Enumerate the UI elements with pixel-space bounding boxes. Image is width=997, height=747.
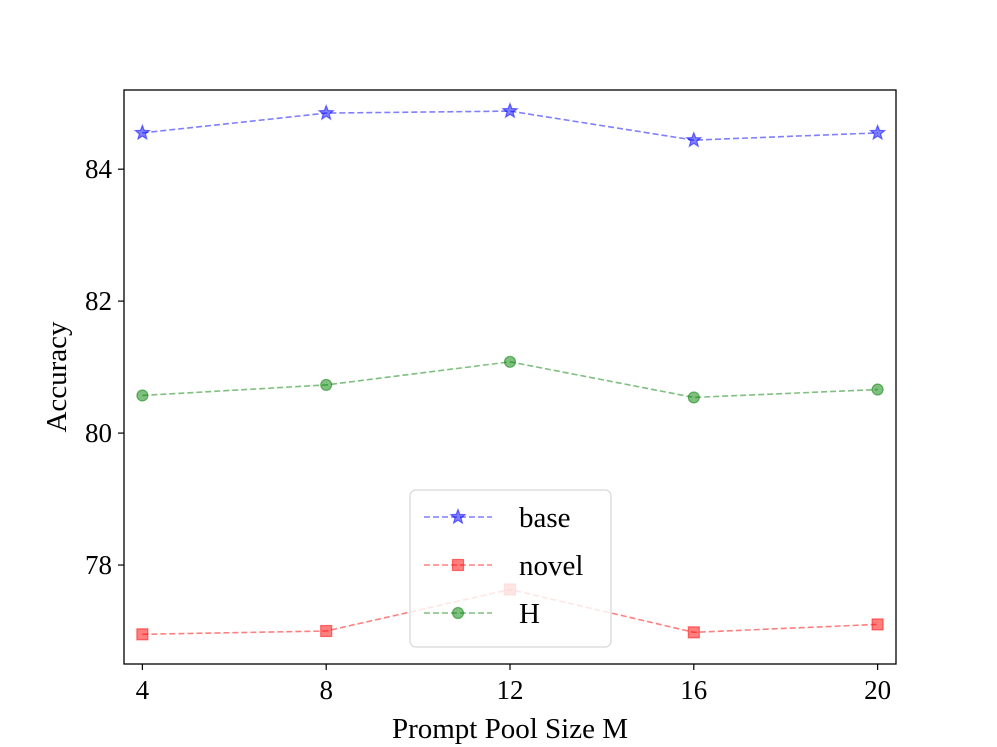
- legend-item-novel: novel: [424, 550, 583, 582]
- y-tick-label: 80: [85, 418, 112, 448]
- data-point: [320, 378, 333, 392]
- data-point: [136, 389, 149, 402]
- x-tick-label: 4: [136, 675, 150, 705]
- data-point: [133, 123, 152, 141]
- x-tick-label: 16: [680, 675, 707, 705]
- data-point: [136, 628, 149, 641]
- x-axis-label: Prompt Pool Size M: [392, 713, 628, 745]
- series-h: [136, 355, 884, 404]
- y-tick-label: 84: [85, 154, 113, 184]
- x-tick-label: 20: [864, 675, 891, 705]
- y-tick-label: 82: [85, 286, 112, 316]
- legend-marker: [449, 507, 467, 525]
- data-point: [503, 355, 517, 368]
- legend-marker: [451, 606, 465, 620]
- data-point: [687, 391, 700, 404]
- data-point: [868, 123, 887, 141]
- data-point: [320, 624, 333, 638]
- x-tick-label: 12: [497, 675, 524, 705]
- x-tick-label: 8: [319, 675, 333, 705]
- legend-item-h: H: [424, 598, 540, 630]
- data-point: [871, 618, 884, 631]
- legend-label: H: [519, 598, 540, 630]
- data-point: [685, 130, 703, 148]
- data-point: [871, 383, 884, 396]
- legend-label: base: [519, 502, 571, 534]
- data-point: [501, 101, 519, 119]
- legend-item-base: base: [424, 502, 571, 534]
- data-point: [687, 626, 700, 639]
- legend-label: novel: [519, 550, 583, 582]
- series-base: [133, 101, 887, 148]
- legend-marker: [451, 558, 465, 572]
- legend: base novel H: [409, 489, 612, 648]
- y-axis-ticks: 78 80 82 84: [85, 154, 124, 580]
- y-axis-label: Accuracy: [41, 321, 73, 433]
- x-axis-ticks: 4 8 12 16 20: [136, 664, 891, 705]
- series-line: [142, 110, 878, 141]
- series-layer: [133, 101, 887, 641]
- data-point: [317, 103, 335, 121]
- y-tick-label: 78: [85, 550, 112, 580]
